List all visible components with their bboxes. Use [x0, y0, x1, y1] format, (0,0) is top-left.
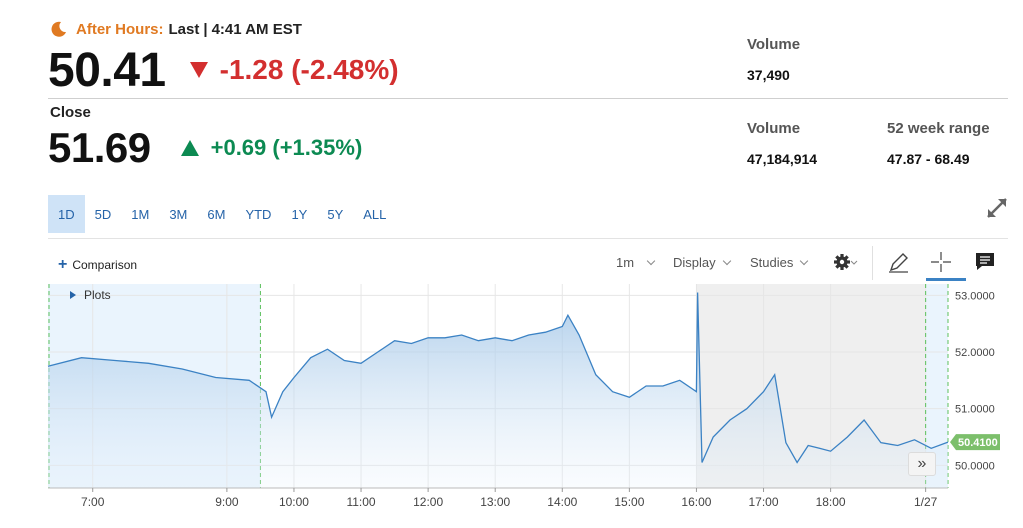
volume-stat: Volume 47,184,914: [747, 120, 817, 167]
x-tick-label: 13:00: [480, 495, 510, 509]
price-area: [48, 292, 948, 488]
price-chart[interactable]: 7:00 9:00 10:00 11:00 12:00 13:00 14:00 15:00 16…: [0, 282, 1023, 528]
quote-divider: [48, 98, 1008, 99]
x-tick-label: 17:00: [749, 495, 779, 509]
chevron-down-icon: [800, 256, 809, 266]
crosshair-icon[interactable]: [928, 250, 954, 274]
close-label: Close: [50, 104, 91, 121]
crosshair-active-indicator: [926, 278, 966, 281]
display-dropdown[interactable]: Display: [673, 255, 731, 270]
chevron-down-icon: [722, 256, 731, 266]
double-chevron-right-icon: »: [917, 455, 927, 472]
studies-dropdown[interactable]: Studies: [750, 255, 809, 270]
y-tick-label: 53.0000: [955, 290, 995, 302]
close-change-value: +0.69 (+1.35%): [210, 135, 363, 160]
interval-label: 1m: [616, 255, 635, 270]
after-hours-separator: |: [203, 20, 208, 38]
draw-pencil-icon[interactable]: [886, 250, 912, 274]
range-3m[interactable]: 3M: [169, 206, 188, 222]
caret-right-icon: [70, 291, 76, 299]
range-ytd[interactable]: YTD: [245, 206, 272, 222]
range-1y[interactable]: 1Y: [291, 206, 308, 222]
x-tick-label: 16:00: [681, 495, 711, 509]
after-hours-time: 4:41 AM EST: [211, 20, 302, 38]
y-tick-label: 50.0000: [955, 460, 995, 472]
current-price-marker: [950, 434, 1000, 451]
x-tick-label: 18:00: [816, 495, 846, 509]
display-label: Display: [673, 255, 716, 270]
expand-icon[interactable]: [984, 196, 1010, 220]
range-5y[interactable]: 5Y: [327, 206, 344, 222]
close-price-row: 51.69 +0.69 (+1.35%): [48, 122, 362, 174]
moon-icon: [51, 21, 66, 37]
interval-dropdown[interactable]: 1m: [616, 255, 656, 270]
x-tick-label: 11:00: [346, 495, 375, 509]
plots-toggle[interactable]: Plots: [70, 288, 111, 302]
after-hours-change: -1.28 (-2.48%): [189, 54, 399, 86]
comparison-label: Comparison: [72, 258, 138, 272]
volume-value: 47,184,914: [747, 151, 818, 167]
toolbar-divider: [48, 238, 1008, 239]
x-tick-label: 14:00: [547, 495, 577, 509]
after-hours-price-row: 50.41 -1.28 (-2.48%): [48, 40, 399, 100]
x-tick-label: 7:00: [81, 495, 105, 509]
x-tick-label: 12:00: [413, 495, 443, 509]
range-all[interactable]: ALL: [363, 206, 387, 222]
plus-icon: +: [58, 256, 68, 273]
close-price: 51.69: [48, 124, 151, 171]
down-arrow-icon: [189, 62, 208, 78]
comment-icon[interactable]: [972, 250, 998, 274]
overnight-shade: [925, 284, 948, 488]
y-tick-label: 52.0000: [955, 347, 995, 359]
after-hours-row: After Hours: Last | 4:41 AM EST: [50, 14, 302, 44]
settings-gear-icon[interactable]: [832, 250, 858, 274]
price-chart-canvas: 7:00 9:00 10:00 11:00 12:00 13:00 14:00 15:00 16…: [47, 284, 1000, 509]
52-week-range-label: 52 week range: [887, 120, 990, 137]
after-hours-last: Last: [168, 20, 200, 38]
chevron-down-icon: [646, 256, 656, 266]
time-range-selector: 1D 5D 1M 3M 6M YTD 1Y 5Y ALL: [48, 195, 396, 233]
range-5d[interactable]: 5D: [94, 206, 112, 222]
chart-toolbar: + Comparison 1m Display Studies: [48, 246, 1008, 281]
after-hours-volume-value: 37,490: [747, 67, 790, 83]
y-tick-label: 51.0000: [955, 404, 995, 416]
range-6m[interactable]: 6M: [207, 206, 226, 222]
x-tick-label: 15:00: [614, 495, 644, 509]
range-1m[interactable]: 1M: [131, 206, 150, 222]
current-price-label: 50.4100: [958, 437, 998, 449]
close-change: +0.69 (+1.35%): [180, 135, 363, 161]
after-hours-volume: Volume 37,490: [747, 36, 800, 83]
after-hours-change-value: -1.28 (-2.48%): [219, 54, 399, 85]
toolbar-separator: [872, 246, 873, 280]
52-week-range-stat: 52 week range 47.87 - 68.49: [887, 120, 990, 167]
up-arrow-icon: [180, 140, 199, 156]
x-tick-label: 10:00: [279, 495, 309, 509]
after-hours-volume-label: Volume: [747, 36, 801, 53]
after-hours-label: After Hours:: [76, 20, 164, 38]
volume-label: Volume: [747, 120, 801, 137]
comparison-button[interactable]: + Comparison: [58, 256, 137, 274]
price-line: [47, 292, 949, 464]
fast-forward-button[interactable]: »: [908, 452, 936, 476]
x-tick-label: 1/27: [914, 495, 938, 509]
x-tick-label: 9:00: [215, 495, 239, 509]
after-hours-price: 50.41: [48, 43, 166, 97]
52-week-range-value: 47.87 - 68.49: [887, 151, 970, 167]
plots-label: Plots: [84, 288, 111, 302]
studies-label: Studies: [750, 255, 794, 270]
range-1d[interactable]: 1D: [48, 195, 85, 233]
